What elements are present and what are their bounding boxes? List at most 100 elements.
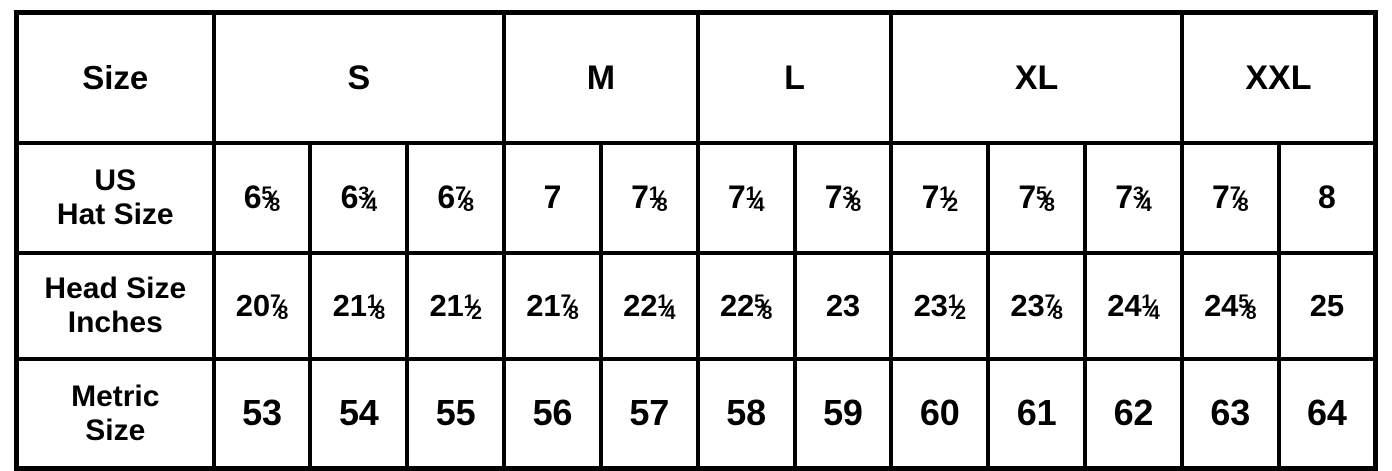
cell-metric-size-2: 55 (405, 357, 507, 471)
fraction-slash-icon: ⁄ (462, 187, 467, 215)
cell-fraction: 7⁄8 (1230, 184, 1249, 215)
fraction-numerator: 1 (648, 182, 660, 205)
cell-us-hat-size-8: 75⁄8 (986, 141, 1087, 255)
cell-fraction: 1⁄8 (367, 292, 385, 322)
cell-head-size-inches-8: 237⁄8 (986, 251, 1087, 361)
fraction-numerator: 7 (1229, 182, 1241, 205)
fraction-slash-icon: ⁄ (1140, 187, 1145, 215)
cell-fraction: 1⁄8 (649, 184, 668, 215)
cell-metric-size-1: 54 (308, 357, 410, 471)
row-label-line1: Metric (71, 379, 160, 413)
fraction-numerator: 5 (261, 182, 273, 205)
cell-us-hat-size-1: 63⁄4 (308, 141, 410, 255)
cell-fraction: 1⁄2 (939, 184, 958, 215)
cell-whole: 58 (726, 392, 766, 434)
cell-us-hat-size-11: 8 (1276, 141, 1378, 255)
fraction-numerator: 5 (754, 291, 765, 313)
hat-size-chart-table: Size S M L XL XXL US Hat Size 65⁄8 63⁄4 67⁄8 7 71⁄8 7… (14, 10, 1378, 471)
fraction-slash-icon: ⁄ (752, 187, 757, 215)
row-label-metric-size: Metric Size (14, 357, 216, 471)
fraction-denominator: 4 (1140, 194, 1152, 217)
cell-whole: 24 (1204, 287, 1239, 323)
fraction-denominator: 8 (462, 194, 474, 217)
fraction-denominator: 2 (955, 302, 966, 324)
fraction-numerator: 3 (358, 182, 370, 205)
row-label-line2: Inches (67, 306, 163, 339)
fraction-slash-icon: ⁄ (373, 294, 378, 322)
cell-fraction: 7⁄8 (560, 292, 579, 324)
fraction-denominator: 8 (1052, 302, 1063, 324)
cell-head-size-inches-0: 207⁄8 (211, 251, 313, 361)
header-group-s: S (211, 10, 507, 145)
row-label-line2: Size (85, 413, 146, 447)
fraction-denominator: 8 (1043, 194, 1055, 217)
fraction-denominator: 4 (664, 302, 676, 324)
fraction-numerator: 1 (745, 182, 757, 205)
cell-whole: 7 (1115, 179, 1133, 216)
fraction-denominator: 8 (850, 194, 862, 217)
cell-metric-size-4: 57 (598, 357, 700, 471)
cell-us-hat-size-10: 77⁄8 (1179, 141, 1281, 255)
cell-fraction: 5⁄8 (754, 292, 772, 322)
header-group-xxl: XXL (1179, 10, 1378, 145)
cell-whole: 21 (429, 287, 464, 323)
cell-whole: 6 (243, 179, 262, 216)
cell-whole: 7 (543, 179, 562, 216)
cell-whole: 63 (1210, 392, 1251, 434)
cell-metric-size-5: 58 (695, 357, 797, 471)
cell-whole: 54 (338, 392, 379, 434)
cell-fraction: 1⁄2 (948, 292, 966, 324)
cell-whole: 24 (1107, 287, 1142, 323)
cell-head-size-inches-7: 231⁄2 (889, 251, 991, 361)
cell-whole: 7 (1212, 179, 1230, 216)
cell-metric-size-8: 61 (986, 357, 1087, 471)
fraction-numerator: 7 (560, 291, 571, 313)
table-row-metric-size: Metric Size 53 54 55 56 57 58 59 60 61 62 63 64 (14, 357, 1378, 471)
cell-head-size-inches-4: 221⁄4 (598, 251, 700, 361)
cell-fraction: 5⁄8 (1238, 292, 1256, 322)
cell-whole: 8 (1318, 179, 1336, 216)
cell-head-size-inches-2: 211⁄2 (405, 251, 507, 361)
cell-whole: 64 (1306, 392, 1347, 434)
cell-whole: 23 (825, 287, 861, 323)
cell-whole: 59 (823, 392, 863, 434)
cell-whole: 53 (242, 392, 282, 434)
fraction-slash-icon: ⁄ (277, 294, 281, 322)
cell-head-size-inches-10: 245⁄8 (1179, 251, 1281, 361)
fraction-denominator: 4 (1149, 302, 1160, 324)
fraction-slash-icon: ⁄ (1245, 294, 1250, 322)
fraction-slash-icon: ⁄ (365, 187, 370, 215)
cell-whole: 57 (629, 392, 670, 434)
fraction-slash-icon: ⁄ (761, 294, 766, 322)
fraction-denominator: 8 (568, 302, 579, 324)
fraction-numerator: 1 (947, 291, 959, 313)
cell-whole: 23 (913, 287, 948, 323)
fraction-slash-icon: ⁄ (664, 294, 669, 322)
fraction-denominator: 8 (277, 302, 289, 324)
fraction-numerator: 1 (366, 291, 378, 313)
cell-head-size-inches-1: 211⁄8 (308, 251, 410, 361)
cell-fraction: 3⁄4 (1133, 184, 1152, 217)
fraction-denominator: 4 (366, 194, 377, 217)
row-label-us-hat-size: US Hat Size (14, 141, 216, 255)
fraction-numerator: 1 (1141, 291, 1152, 313)
cell-metric-size-3: 56 (502, 357, 603, 471)
cell-metric-size-9: 62 (1083, 357, 1184, 471)
cell-metric-size-10: 63 (1179, 357, 1281, 471)
cell-whole: 55 (435, 392, 476, 434)
cell-us-hat-size-6: 73⁄8 (792, 141, 894, 255)
cell-fraction: 1⁄4 (657, 292, 676, 324)
cell-whole: 21 (332, 287, 367, 323)
fraction-numerator: 7 (1044, 291, 1056, 313)
cell-us-hat-size-9: 73⁄4 (1083, 141, 1184, 255)
cell-whole: 21 (526, 287, 561, 323)
cell-fraction: 3⁄8 (842, 184, 862, 217)
fraction-numerator: 3 (842, 182, 854, 205)
fraction-denominator: 4 (753, 194, 765, 217)
row-label-head-size-inches: Head Size Inches (14, 251, 216, 361)
cell-fraction: 1⁄2 (464, 292, 482, 322)
cell-us-hat-size-4: 71⁄8 (598, 141, 700, 255)
cell-us-hat-size-5: 71⁄4 (695, 141, 797, 255)
fraction-slash-icon: ⁄ (1051, 294, 1056, 322)
